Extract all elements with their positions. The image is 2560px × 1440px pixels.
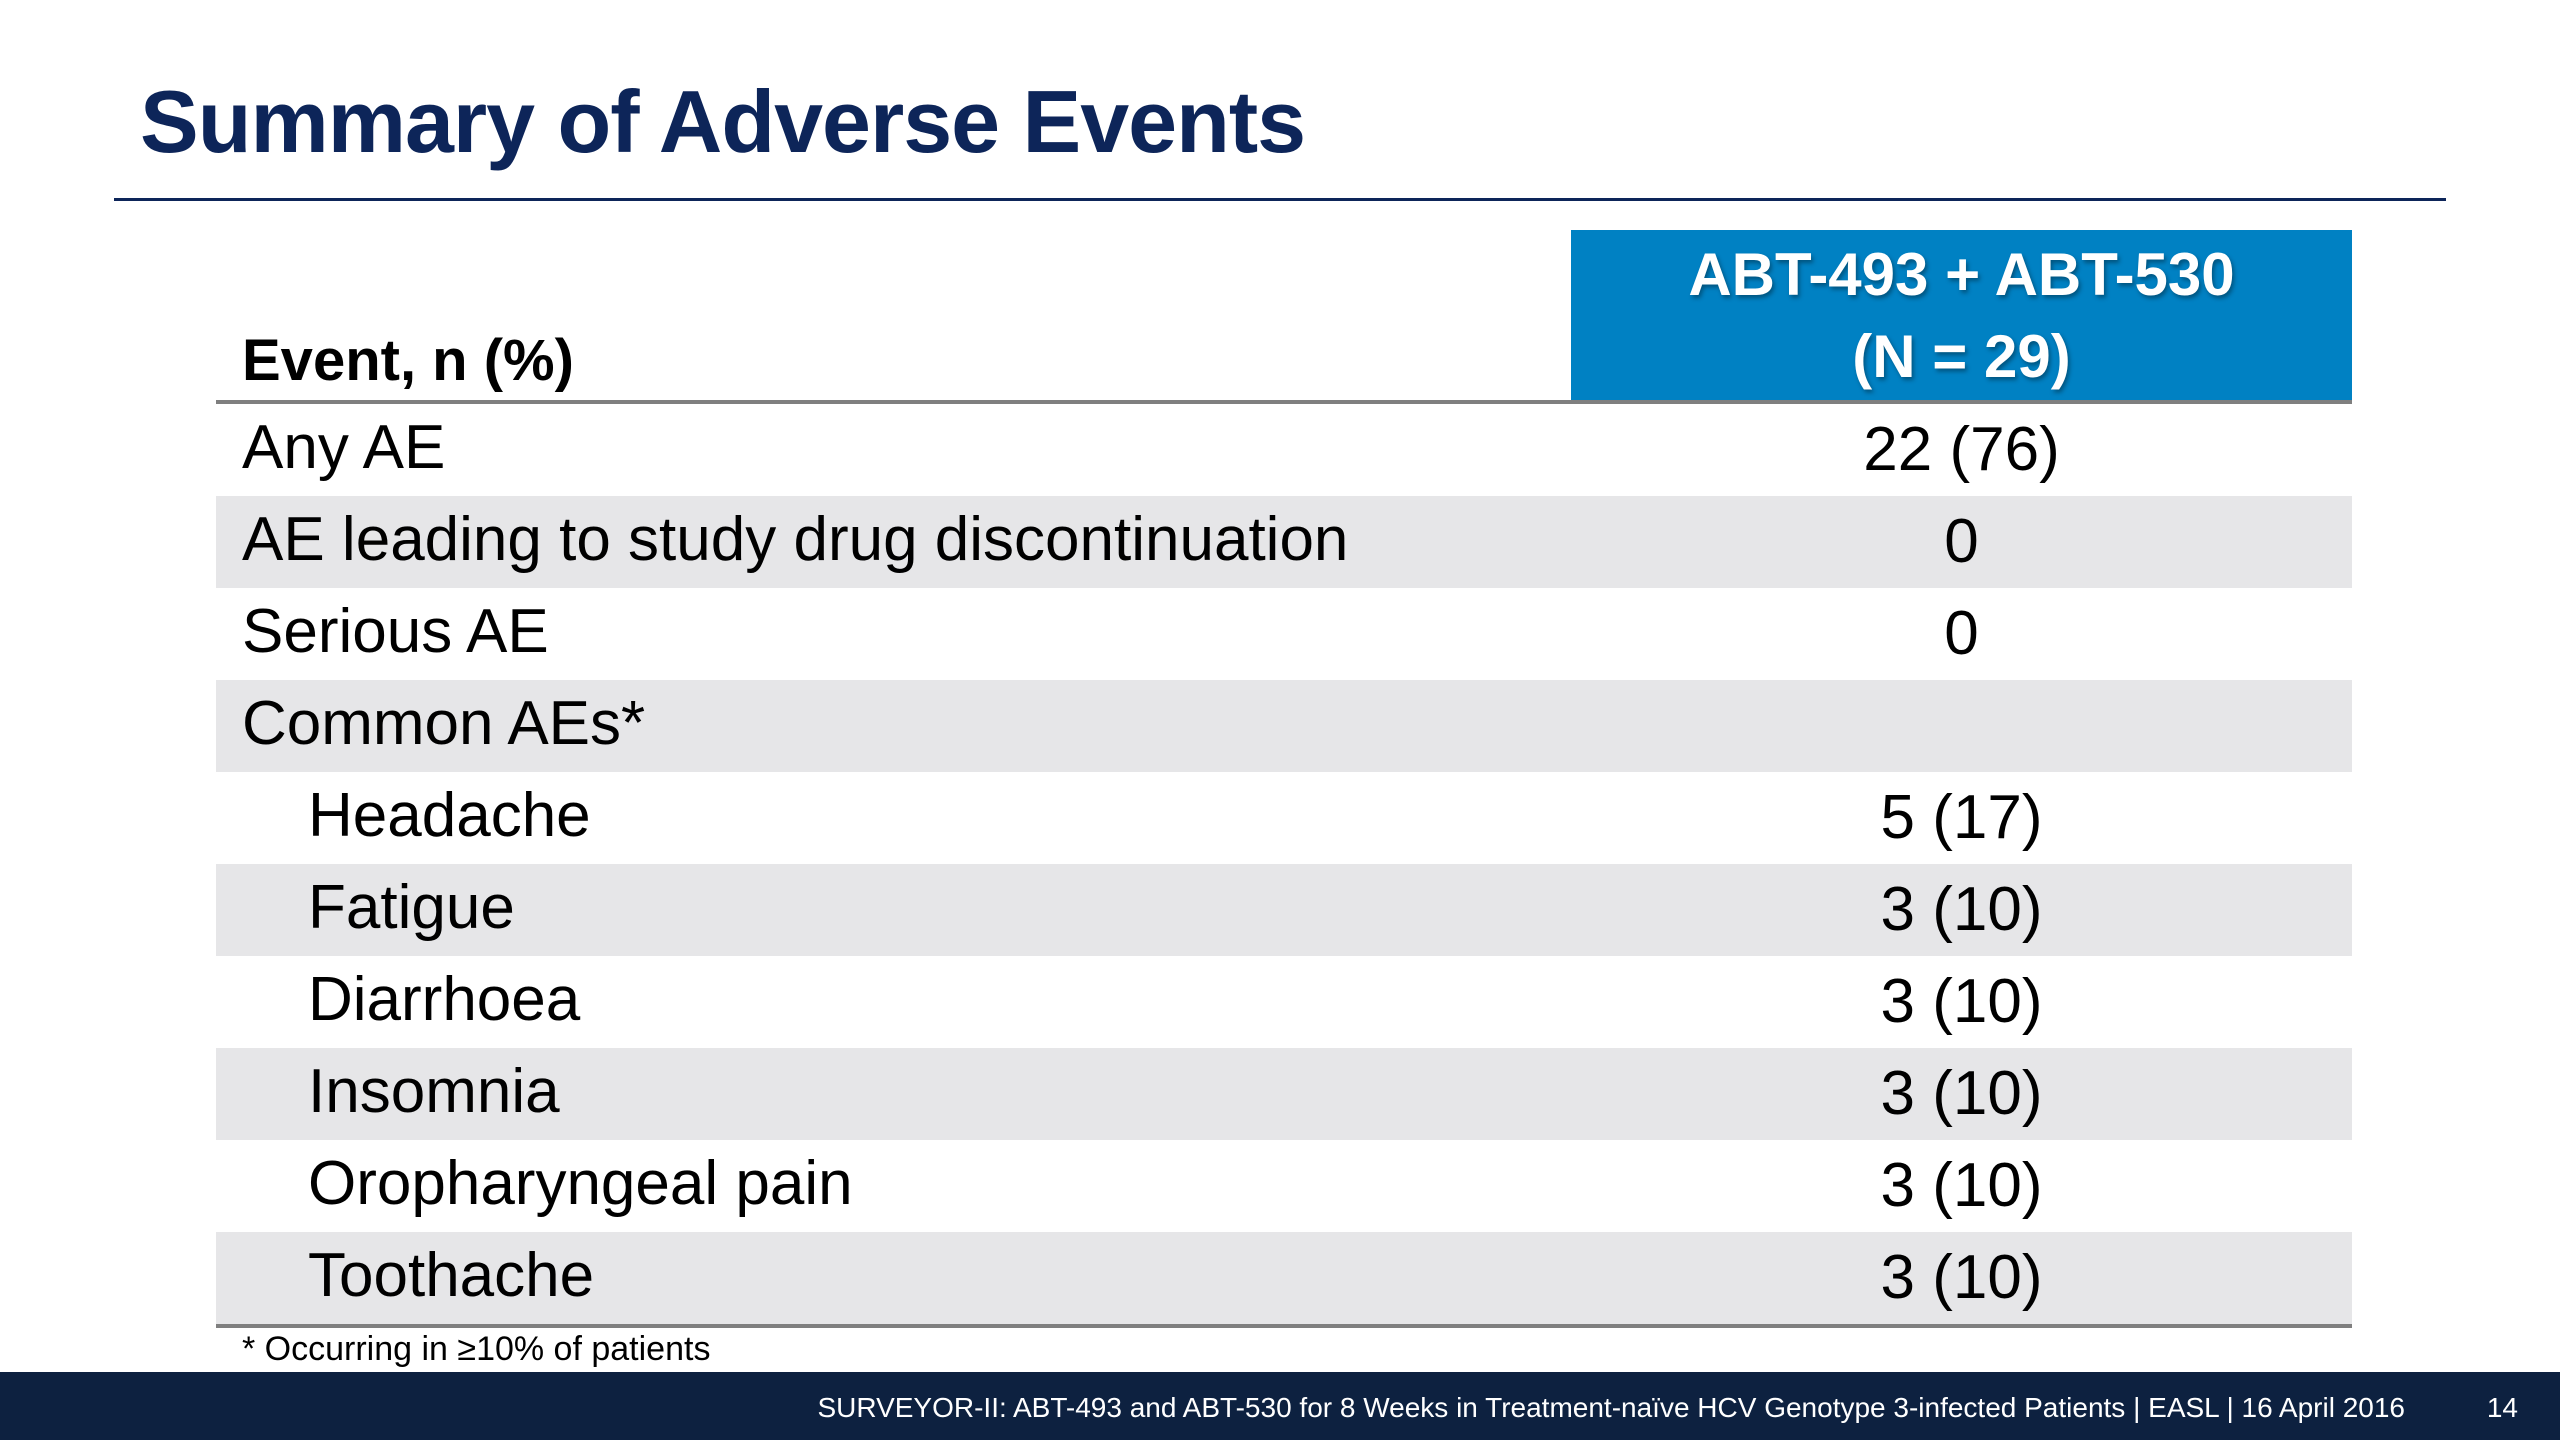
table-row: Insomnia 3 (10) bbox=[216, 1048, 2352, 1140]
row-value: 3 (10) bbox=[1880, 1243, 2043, 1312]
row-label: Oropharyngeal pain bbox=[308, 1149, 853, 1218]
table-row: Common AEs* bbox=[216, 680, 2352, 772]
row-value: 22 (76) bbox=[1863, 415, 2060, 484]
table-row: Headache 5 (17) bbox=[216, 772, 2352, 864]
row-value: 3 (10) bbox=[1880, 1059, 2043, 1128]
treatment-column-header: ABT-493 + ABT-530 (N = 29) bbox=[1571, 230, 2352, 400]
table-header: Event, n (%) ABT-493 + ABT-530 (N = 29) bbox=[216, 230, 2352, 404]
row-label: AE leading to study drug discontinuation bbox=[242, 505, 1349, 574]
footnote-text: * Occurring in ≥10% of patients bbox=[242, 1330, 711, 1368]
row-value: 3 (10) bbox=[1880, 1151, 2043, 1220]
row-label: Insomnia bbox=[308, 1057, 560, 1126]
row-label: Common AEs* bbox=[242, 689, 646, 758]
table-row: Serious AE 0 bbox=[216, 588, 2352, 680]
row-label: Any AE bbox=[242, 413, 446, 482]
row-value: 3 (10) bbox=[1880, 875, 2043, 944]
row-label: Toothache bbox=[308, 1241, 595, 1310]
row-label: Headache bbox=[308, 781, 591, 850]
adverse-events-table: Event, n (%) ABT-493 + ABT-530 (N = 29) … bbox=[216, 230, 2352, 1376]
table-bottom-rule bbox=[216, 1324, 2352, 1328]
row-value: 5 (17) bbox=[1880, 783, 2043, 852]
title-divider bbox=[114, 198, 2446, 201]
row-value: 3 (10) bbox=[1880, 967, 2043, 1036]
row-label: Fatigue bbox=[308, 873, 515, 942]
table-row: Toothache 3 (10) bbox=[216, 1232, 2352, 1324]
table-row: Fatigue 3 (10) bbox=[216, 864, 2352, 956]
row-value: 0 bbox=[1944, 599, 1979, 668]
table-footnote: * Occurring in ≥10% of patients bbox=[216, 1328, 2352, 1376]
table-row: Diarrhoea 3 (10) bbox=[216, 956, 2352, 1048]
table-row: Any AE 22 (76) bbox=[216, 404, 2352, 496]
event-column-header: Event, n (%) bbox=[242, 328, 574, 393]
table-row: AE leading to study drug discontinuation… bbox=[216, 496, 2352, 588]
footer-citation: SURVEYOR-II: ABT-493 and ABT-530 for 8 W… bbox=[817, 1392, 2405, 1423]
table-row: Oropharyngeal pain 3 (10) bbox=[216, 1140, 2352, 1232]
slide-title: Summary of Adverse Events bbox=[140, 72, 1306, 171]
row-label: Serious AE bbox=[242, 597, 549, 666]
footer-bar: SURVEYOR-II: ABT-493 and ABT-530 for 8 W… bbox=[0, 1372, 2560, 1440]
row-label: Diarrhoea bbox=[308, 965, 581, 1034]
treatment-sample-size: (N = 29) bbox=[1852, 323, 2071, 390]
row-value: 0 bbox=[1944, 507, 1979, 576]
page-number: 14 bbox=[2486, 1392, 2518, 1423]
treatment-name: ABT-493 + ABT-530 bbox=[1688, 241, 2235, 308]
